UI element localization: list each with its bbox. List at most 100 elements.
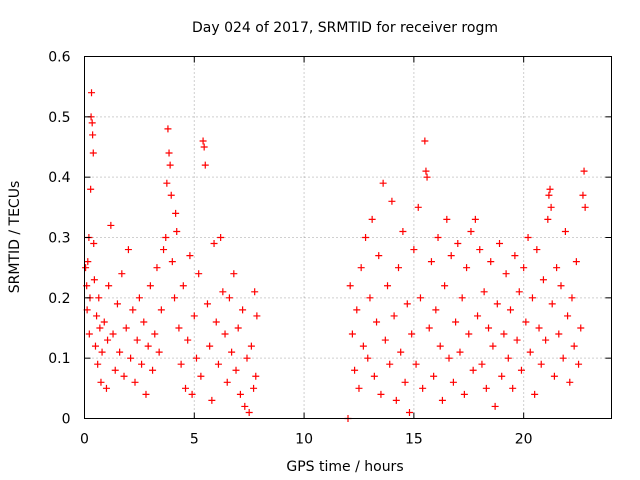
data-point <box>362 234 370 241</box>
data-point <box>197 372 205 380</box>
data-point <box>232 366 240 374</box>
data-point <box>535 324 543 332</box>
x-tick-label: 0 <box>80 432 89 448</box>
data-point <box>135 294 143 302</box>
data-point <box>419 384 427 392</box>
data-point <box>502 270 510 278</box>
data-point <box>546 185 554 193</box>
data-point <box>89 131 97 139</box>
data-point <box>243 354 251 362</box>
data-point <box>155 348 163 356</box>
data-point <box>195 270 203 278</box>
data-point <box>97 378 105 386</box>
data-point <box>122 324 130 332</box>
data-point <box>403 300 411 308</box>
data-point <box>201 161 209 169</box>
data-point <box>395 264 403 272</box>
data-point <box>82 264 90 272</box>
data-point <box>438 396 446 404</box>
data-point <box>467 227 475 235</box>
data-point <box>96 324 104 332</box>
data-point <box>217 234 225 241</box>
data-point <box>102 384 110 392</box>
data-point <box>454 240 462 248</box>
data-point <box>498 372 506 380</box>
data-point <box>436 342 444 350</box>
data-point <box>168 258 176 266</box>
data-point <box>200 143 208 151</box>
data-point <box>517 366 525 374</box>
data-point <box>410 246 418 254</box>
data-point <box>553 264 561 272</box>
data-point <box>443 215 451 223</box>
y-tick-label: 0.2 <box>48 291 70 307</box>
data-point <box>445 354 453 362</box>
data-point <box>575 360 583 368</box>
data-point <box>89 149 97 157</box>
data-point <box>166 161 174 169</box>
data-points <box>82 89 589 422</box>
data-point <box>105 282 113 290</box>
data-point <box>151 330 159 338</box>
data-point <box>447 252 455 260</box>
data-point <box>210 240 218 248</box>
data-point <box>186 252 194 260</box>
data-point <box>506 306 514 314</box>
data-point <box>408 330 416 338</box>
data-point <box>182 384 190 392</box>
data-point <box>212 318 220 326</box>
data-point <box>482 384 490 392</box>
data-point <box>364 354 372 362</box>
data-point <box>580 167 588 175</box>
data-point <box>90 240 98 248</box>
data-point <box>579 191 587 199</box>
data-point <box>423 173 431 181</box>
x-tick-label: 20 <box>515 432 533 448</box>
data-point <box>485 324 493 332</box>
chart-title: Day 024 of 2017, SRMTID for receiver rog… <box>192 20 498 36</box>
data-point <box>173 227 181 235</box>
y-tick-label: 0.6 <box>48 50 70 66</box>
y-tick-label: 0.5 <box>48 110 70 126</box>
data-point <box>94 360 102 368</box>
data-point <box>219 288 227 296</box>
data-point <box>252 372 260 380</box>
data-point <box>146 282 154 290</box>
data-point <box>390 312 398 320</box>
x-axis-title: GPS time / hours <box>286 459 403 475</box>
data-point <box>129 306 137 314</box>
data-point <box>95 294 103 302</box>
data-point <box>214 360 222 368</box>
data-point <box>160 246 168 254</box>
data-point <box>392 396 400 404</box>
data-point <box>241 402 249 410</box>
data-point <box>405 408 413 416</box>
data-point <box>88 119 96 127</box>
data-point <box>480 288 488 296</box>
data-point <box>537 360 545 368</box>
data-point <box>559 354 567 362</box>
y-tick-label: 0 <box>62 412 71 428</box>
y-tick-label: 0.3 <box>48 231 70 247</box>
data-point <box>388 197 396 205</box>
data-point <box>456 348 464 356</box>
data-point <box>131 378 139 386</box>
data-point <box>370 372 378 380</box>
data-point <box>206 342 214 350</box>
data-point <box>425 324 433 332</box>
data-point <box>348 330 356 338</box>
data-point <box>568 294 576 302</box>
data-point <box>179 282 187 290</box>
data-point <box>416 294 424 302</box>
data-point <box>251 288 259 296</box>
data-point <box>531 390 539 398</box>
data-point <box>157 306 165 314</box>
data-point <box>163 179 171 187</box>
data-point <box>557 282 565 290</box>
data-point <box>144 342 152 350</box>
data-point <box>353 306 361 314</box>
data-point <box>228 348 236 356</box>
data-point <box>90 276 98 284</box>
data-point <box>469 366 477 374</box>
data-point <box>208 396 216 404</box>
